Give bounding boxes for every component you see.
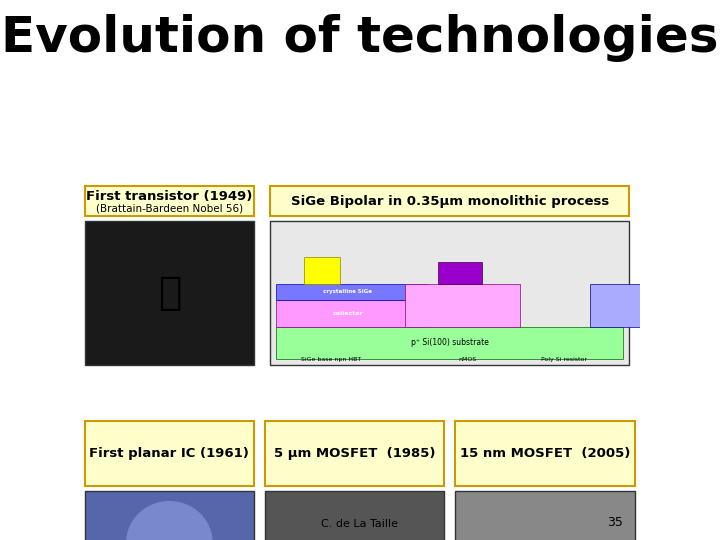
Text: collector: collector <box>333 310 363 316</box>
Text: crystalline SiGe: crystalline SiGe <box>323 289 372 294</box>
FancyBboxPatch shape <box>276 284 426 300</box>
FancyBboxPatch shape <box>270 186 629 216</box>
Text: Evolution of technologies: Evolution of technologies <box>1 14 719 62</box>
FancyBboxPatch shape <box>304 256 340 284</box>
Text: C. de La Taille: C. de La Taille <box>322 519 398 529</box>
Text: 35: 35 <box>608 516 624 529</box>
Text: (Brattain-Bardeen Nobel 56): (Brattain-Bardeen Nobel 56) <box>96 204 243 214</box>
Circle shape <box>127 502 212 540</box>
Text: Poly Si resistor: Poly Si resistor <box>541 357 588 362</box>
FancyBboxPatch shape <box>86 491 253 540</box>
Text: 🔬: 🔬 <box>158 274 181 312</box>
FancyBboxPatch shape <box>270 221 629 364</box>
Text: SiGe base npn HBT: SiGe base npn HBT <box>301 357 361 362</box>
FancyBboxPatch shape <box>590 284 720 327</box>
Text: First transistor (1949): First transistor (1949) <box>86 190 253 203</box>
Text: nMOS: nMOS <box>459 357 477 362</box>
Text: 15 nm MOSFET  (2005): 15 nm MOSFET (2005) <box>460 447 630 460</box>
Text: p⁺ Si(100) substrate: p⁺ Si(100) substrate <box>410 339 489 347</box>
Text: SiGe Bipolar in 0.35μm monolithic process: SiGe Bipolar in 0.35μm monolithic proces… <box>291 194 609 208</box>
FancyBboxPatch shape <box>86 221 253 364</box>
FancyBboxPatch shape <box>265 421 444 486</box>
Text: First planar IC (1961): First planar IC (1961) <box>89 447 249 460</box>
FancyBboxPatch shape <box>276 327 624 359</box>
FancyBboxPatch shape <box>455 421 634 486</box>
FancyBboxPatch shape <box>455 491 634 540</box>
Text: 5 μm MOSFET  (1985): 5 μm MOSFET (1985) <box>274 447 435 460</box>
FancyBboxPatch shape <box>438 262 482 284</box>
FancyBboxPatch shape <box>265 491 444 540</box>
FancyBboxPatch shape <box>86 186 253 216</box>
FancyBboxPatch shape <box>405 284 520 327</box>
FancyBboxPatch shape <box>86 421 253 486</box>
FancyBboxPatch shape <box>276 300 426 327</box>
